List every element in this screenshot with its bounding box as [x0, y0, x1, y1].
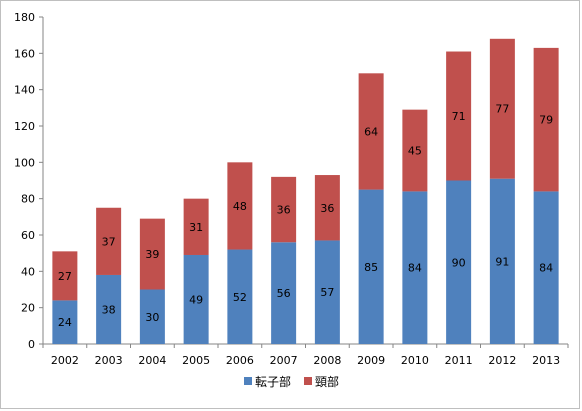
bar-segment-series1 — [271, 242, 297, 344]
axis-layer: 0 20 40 60 80 100 120 140 160 180 2002 2003 2004 2005… — [14, 11, 569, 367]
data-label: 37 — [102, 235, 116, 248]
data-label: 77 — [495, 103, 509, 116]
data-label: 79 — [539, 114, 553, 127]
data-label: 48 — [233, 200, 247, 213]
bar-segment-series2 — [314, 175, 340, 241]
bar-segment-series1 — [446, 180, 472, 344]
bar-segment-series1 — [227, 249, 253, 344]
y-tick-label: 180 — [14, 11, 35, 24]
y-tick-label: 100 — [14, 156, 35, 169]
bar-segment-series1 — [183, 254, 209, 344]
bars-layer — [52, 38, 559, 344]
y-tick-label: 120 — [14, 120, 35, 133]
data-labels-layer: 24 27 38 37 30 39 49 31 52 48 56 36 57 36 85 64 84 45 90 71… — [58, 103, 553, 329]
x-tick-label: 2008 — [313, 354, 341, 367]
data-label: 57 — [320, 286, 334, 299]
data-label: 31 — [189, 221, 203, 234]
data-label: 91 — [495, 255, 509, 268]
data-label: 85 — [364, 261, 378, 274]
bar-segment-series1 — [489, 178, 515, 344]
data-label: 84 — [539, 262, 553, 275]
x-tick-label: 2003 — [95, 354, 123, 367]
bar-segment-series1 — [139, 289, 165, 344]
bar-segment-series1 — [314, 240, 340, 344]
legend: 転子部 頸部 — [244, 374, 339, 389]
data-label: 71 — [452, 110, 466, 123]
x-tick-label: 2010 — [401, 354, 429, 367]
data-label: 45 — [408, 145, 422, 158]
y-tick-label: 0 — [28, 338, 35, 351]
y-tick-label: 80 — [21, 193, 35, 206]
bar-segment-series1 — [96, 274, 122, 344]
legend-label: 頸部 — [315, 374, 339, 389]
y-tick-label: 40 — [21, 265, 35, 278]
x-tick-label: 2006 — [226, 354, 254, 367]
bar-segment-series2 — [183, 198, 209, 255]
data-label: 36 — [320, 202, 334, 215]
data-label: 27 — [58, 270, 72, 283]
x-tick-label: 2012 — [488, 354, 516, 367]
legend-label: 転子部 — [255, 374, 291, 389]
data-label: 30 — [145, 311, 159, 324]
bar-segment-series1 — [402, 191, 428, 344]
bar-segment-series1 — [52, 300, 78, 344]
x-tick-label: 2005 — [182, 354, 210, 367]
y-tick-label: 160 — [14, 47, 35, 60]
bar-segment-series2 — [52, 251, 78, 301]
x-tick-label: 2009 — [357, 354, 385, 367]
bar-segment-series2 — [227, 162, 253, 250]
y-tick-label: 20 — [21, 302, 35, 315]
bar-segment-series2 — [358, 73, 384, 190]
x-tick-label: 2002 — [51, 354, 79, 367]
legend-swatch — [244, 377, 252, 385]
bar-segment-series2 — [489, 38, 515, 179]
x-tick-label: 2013 — [532, 354, 560, 367]
data-label: 36 — [277, 204, 291, 217]
bar-segment-series1 — [358, 189, 384, 344]
data-label: 38 — [102, 303, 116, 316]
data-label: 52 — [233, 291, 247, 304]
data-label: 49 — [189, 293, 203, 306]
y-tick-label: 140 — [14, 84, 35, 97]
bar-segment-series1 — [533, 191, 559, 344]
bar-segment-series2 — [271, 176, 297, 243]
y-tick-label: 60 — [21, 229, 35, 242]
legend-swatch — [304, 377, 312, 385]
data-label: 56 — [277, 287, 291, 300]
bar-segment-series2 — [139, 218, 165, 290]
bar-segment-series2 — [96, 207, 122, 275]
data-label: 24 — [58, 316, 72, 329]
bar-segment-series2 — [446, 51, 472, 181]
data-label: 39 — [145, 248, 159, 261]
x-tick-label: 2007 — [270, 354, 298, 367]
data-label: 84 — [408, 262, 422, 275]
x-tick-label: 2011 — [445, 354, 473, 367]
data-label: 64 — [364, 125, 378, 138]
x-tick-label: 2004 — [138, 354, 166, 367]
bar-segment-series2 — [533, 47, 559, 192]
data-label: 90 — [452, 256, 466, 269]
bar-segment-series2 — [402, 109, 428, 192]
